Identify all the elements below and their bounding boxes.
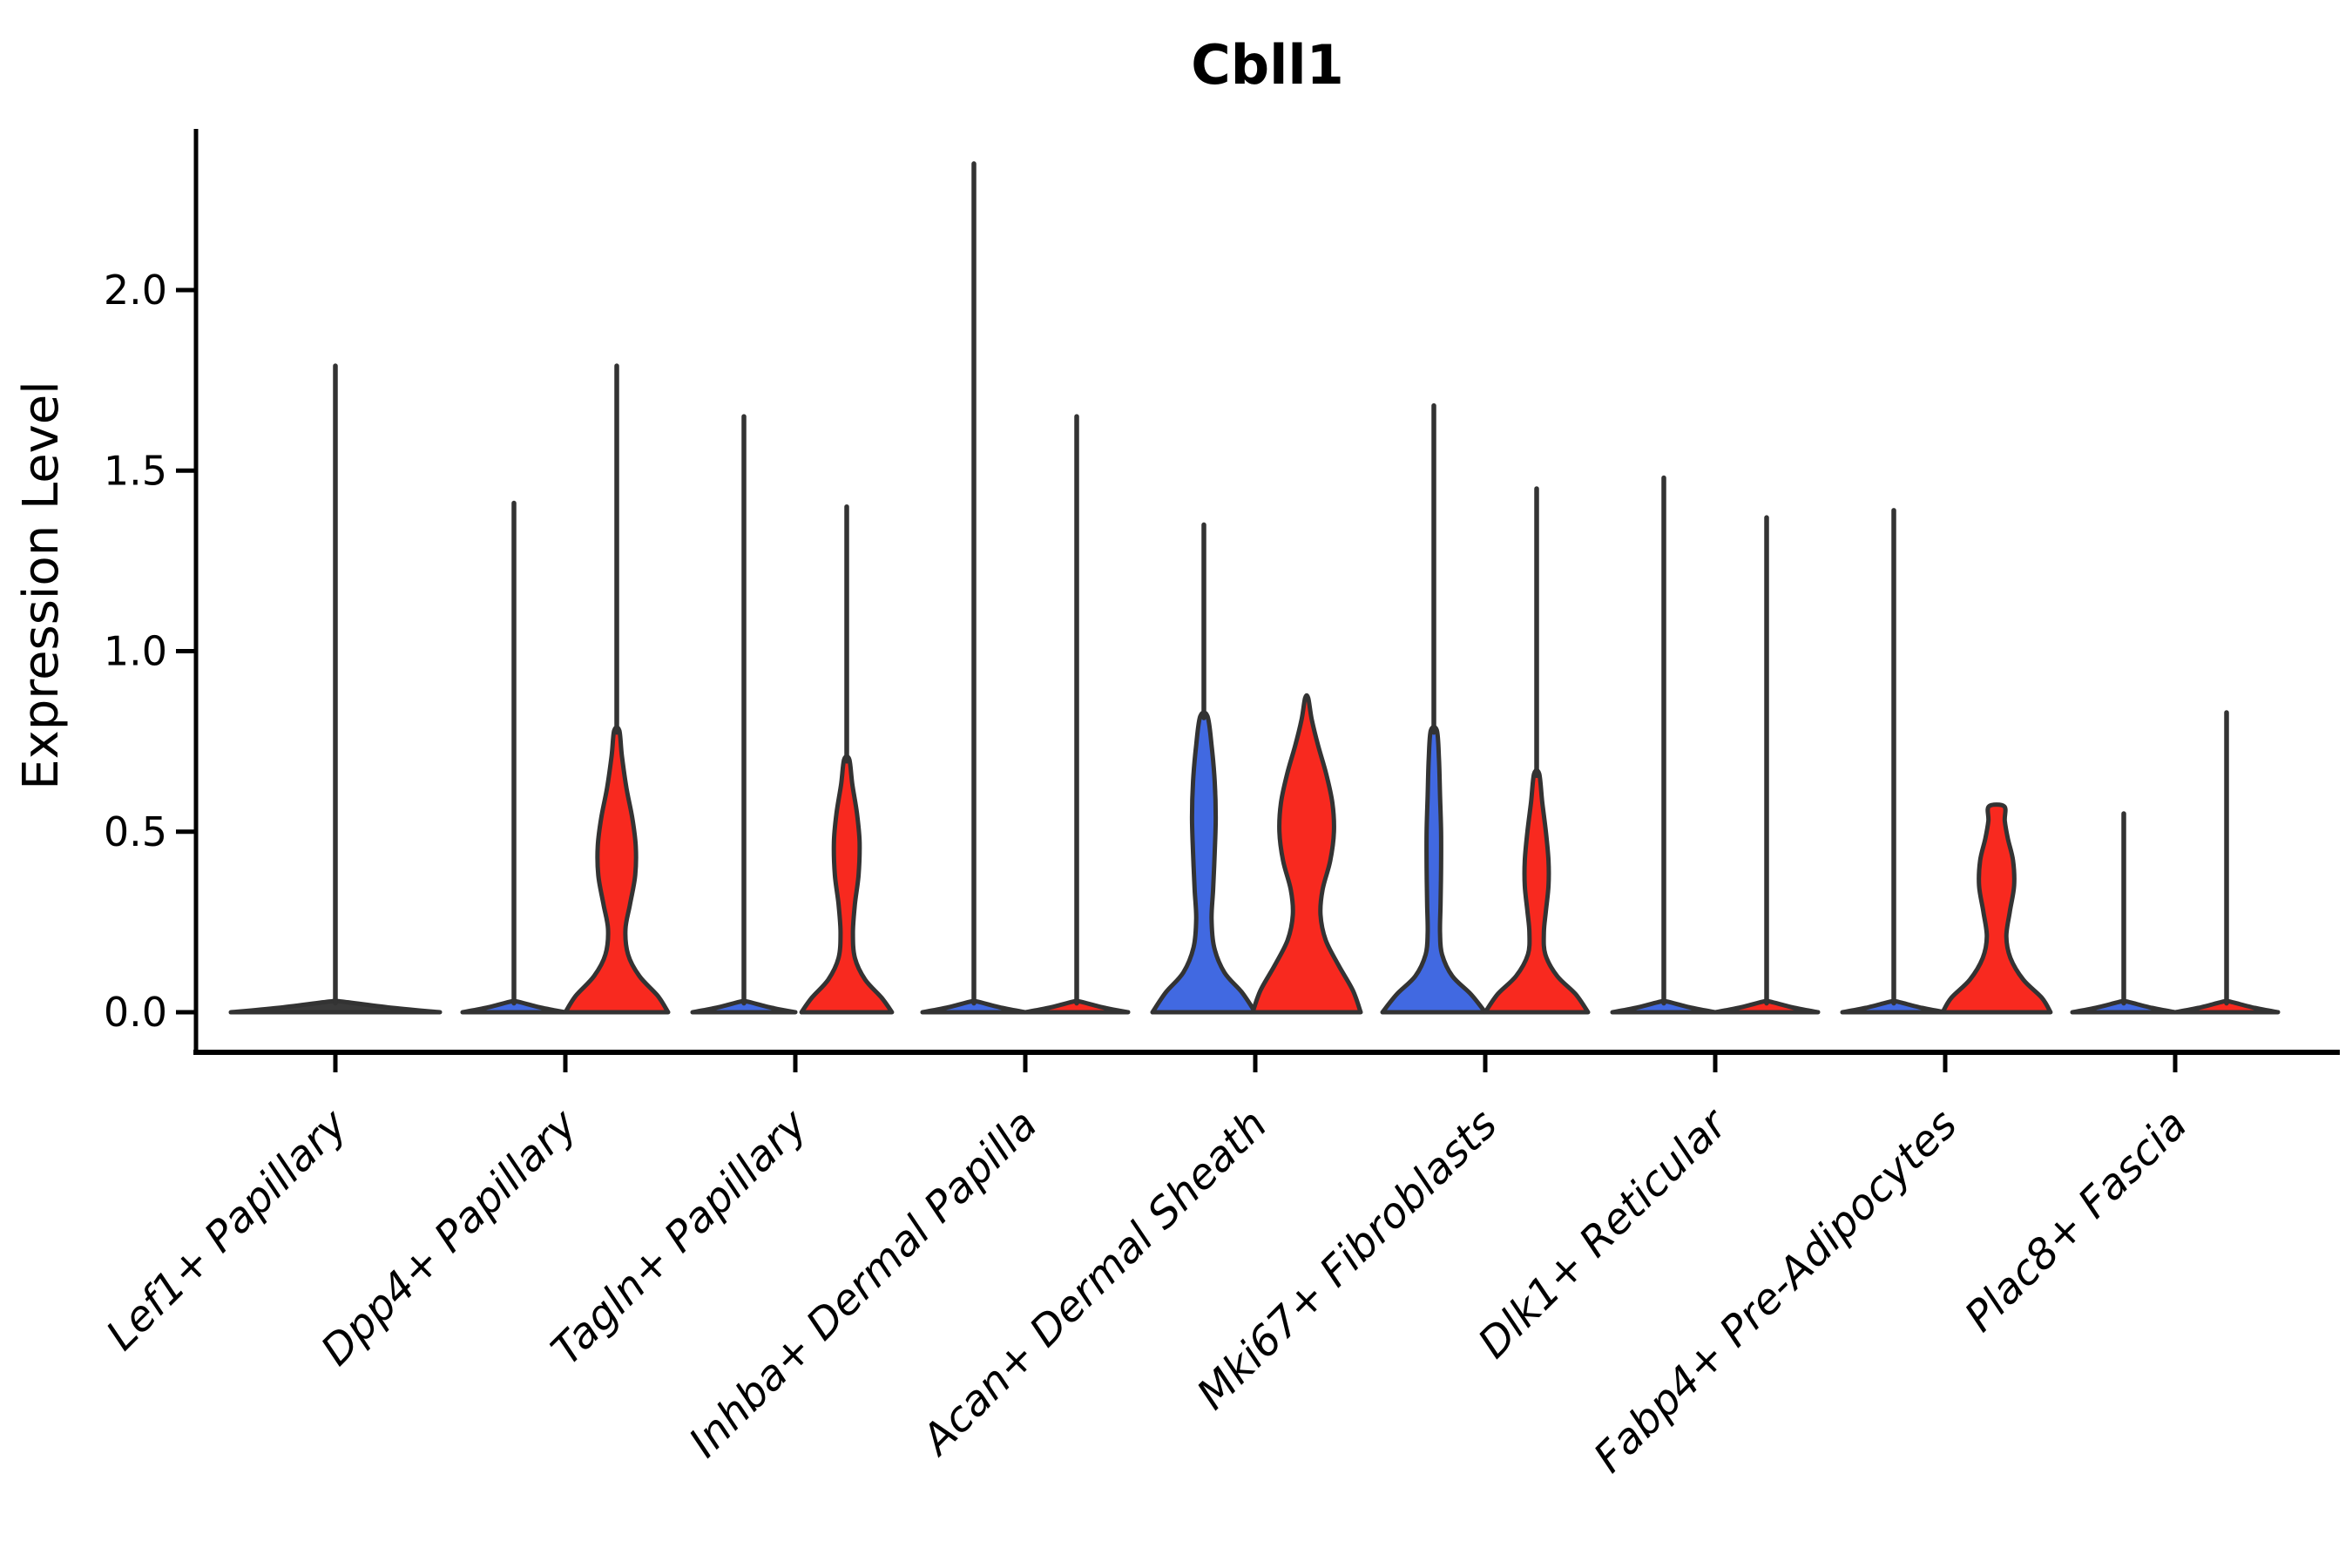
violin-body-blue: [1380, 725, 1488, 1015]
chart-title: Cbll1: [1191, 33, 1344, 97]
x-tick-label: Dpp4+ Papillary: [312, 1099, 587, 1375]
y-tick-label: 2.0: [104, 267, 167, 314]
violin-body-red: [563, 725, 671, 1015]
violin-body-red: [1940, 802, 2053, 1015]
y-axis-label: Expression Level: [13, 381, 70, 790]
x-tick-label: Tagln+ Papillary: [542, 1099, 817, 1375]
violin-layer: [228, 161, 2281, 1015]
y-tick-label: 1.5: [104, 447, 167, 494]
violin-body-red: [1483, 767, 1591, 1015]
x-tick-label: Plac8+ Fascia: [1956, 1100, 2197, 1342]
violin-body-blue: [1150, 710, 1258, 1015]
y-tick-label: 0.5: [104, 808, 167, 855]
y-tick-label: 1.0: [104, 628, 167, 675]
x-tick-label: Lef1+ Papillary: [97, 1099, 357, 1360]
x-tick-label: Fabp4+ Pre-Adipocytes: [1585, 1100, 1967, 1483]
violin-body-red: [799, 754, 895, 1015]
violin-body-red: [1250, 693, 1363, 1015]
y-tick-label: 0.0: [104, 989, 167, 1036]
x-tick-label: Dlk1+ Reticular: [1469, 1098, 1739, 1369]
